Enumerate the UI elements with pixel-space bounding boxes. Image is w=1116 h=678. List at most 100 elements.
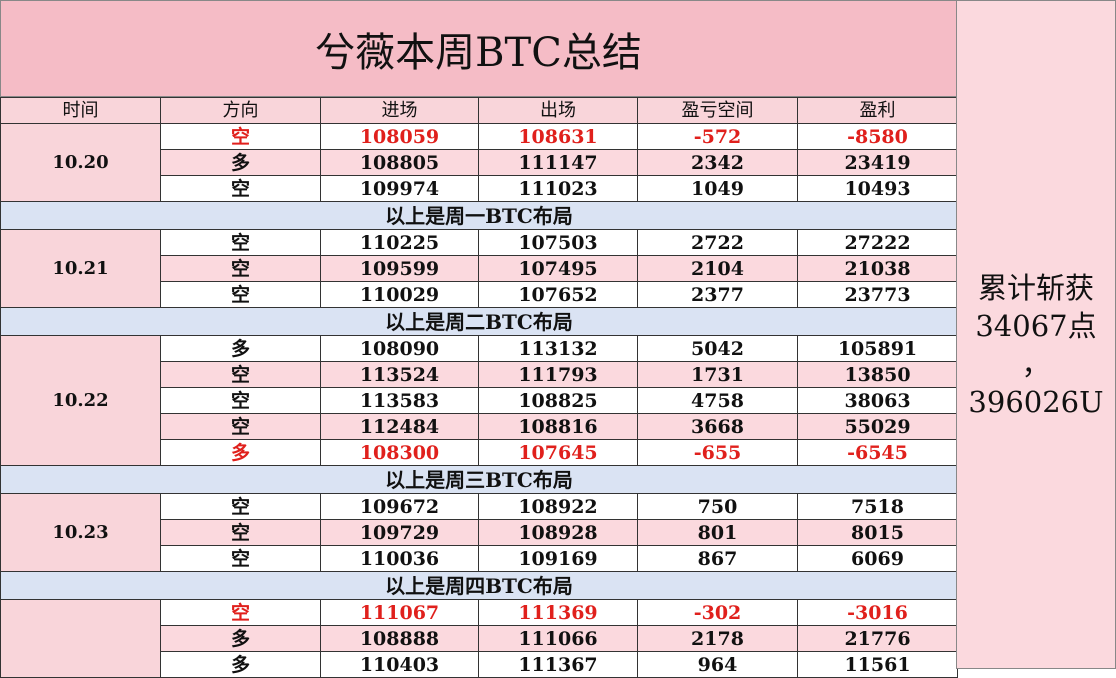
exit-cell: 107495 xyxy=(478,255,638,282)
dir-cell: 空 xyxy=(160,413,321,440)
entry-cell: 110403 xyxy=(320,651,479,678)
space-cell: 2342 xyxy=(637,149,798,176)
summary-cell: 以上是周二BTC布局 xyxy=(0,307,958,336)
column-header: 盈亏空间 xyxy=(637,97,798,124)
exit-cell: 109169 xyxy=(478,545,638,572)
entry-cell: 110036 xyxy=(320,545,479,572)
table-row: 空 109974 111023 1049 10493 xyxy=(1,175,958,202)
entry-cell: 109599 xyxy=(320,255,479,282)
dir-cell: 空 xyxy=(160,175,321,202)
profit-cell: 10493 xyxy=(797,175,958,202)
exit-cell: 111147 xyxy=(478,149,638,176)
space-cell: 867 xyxy=(637,545,798,572)
summary-row: 以上是周三BTC布局 xyxy=(0,465,958,494)
space-cell: 1049 xyxy=(637,175,798,202)
total-comma: ， xyxy=(1021,346,1051,381)
profit-cell: 21038 xyxy=(797,255,958,282)
profit-cell: -8580 xyxy=(797,123,958,150)
summary-cell: 以上是周一BTC布局 xyxy=(0,201,958,230)
table-row: 10.22 多 108090 113132 5042 105891 xyxy=(0,335,958,466)
space-cell: 801 xyxy=(637,519,798,546)
entry-cell: 109672 xyxy=(320,493,479,520)
entry-cell: 108059 xyxy=(320,123,479,150)
profit-cell: 11561 xyxy=(797,651,958,678)
exit-cell: 111066 xyxy=(478,625,638,652)
trade-table: 时间 方向 进场 出场 盈亏空间 盈利 10.20 空 108059 108631 -572 -858… xyxy=(0,97,958,678)
space-cell: 5042 xyxy=(637,335,798,362)
table-row: 空 110029 107652 2377 23773 xyxy=(1,281,958,308)
total-panel: 累计斩获 34067点 ， 396026U xyxy=(956,0,1116,669)
entry-cell: 112484 xyxy=(320,413,479,440)
exit-cell: 108825 xyxy=(478,387,638,414)
space-cell: 3668 xyxy=(637,413,798,440)
dir-cell: 多 xyxy=(160,651,321,678)
profit-cell: 7518 xyxy=(797,493,958,520)
table-row: 空 109729 108928 801 8015 xyxy=(1,519,958,546)
dir-cell: 空 xyxy=(160,361,321,388)
dir-cell: 空 xyxy=(160,281,321,308)
profit-cell: 13850 xyxy=(797,361,958,388)
dir-cell: 空 xyxy=(160,519,321,546)
date-cell: 10.22 xyxy=(0,335,161,466)
column-header: 时间 xyxy=(0,97,161,124)
profit-cell: 6069 xyxy=(797,545,958,572)
sheet-title: 兮薇本周BTC总结 xyxy=(0,0,957,97)
entry-cell: 113524 xyxy=(320,361,479,388)
profit-cell: -3016 xyxy=(797,599,958,626)
date-cell xyxy=(0,599,161,678)
dir-cell: 空 xyxy=(160,545,321,572)
column-header: 进场 xyxy=(320,97,479,124)
summary-sheet: 兮薇本周BTC总结 时间 方向 进场 出场 盈亏空间 盈利 10.20 空 108059 1086… xyxy=(0,0,958,678)
total-points: 34067点 xyxy=(975,308,1097,343)
entry-cell: 108805 xyxy=(320,149,479,176)
space-cell: 964 xyxy=(637,651,798,678)
table-row: 多 108805 111147 2342 23419 xyxy=(1,149,958,176)
summary-cell: 以上是周四BTC布局 xyxy=(0,571,958,600)
dir-cell: 多 xyxy=(160,149,321,176)
exit-cell: 111023 xyxy=(478,175,638,202)
entry-cell: 108888 xyxy=(320,625,479,652)
exit-cell: 108816 xyxy=(478,413,638,440)
table-row: 10.23 空 109672 108922 750 7518 xyxy=(0,493,958,572)
space-cell: 2377 xyxy=(637,281,798,308)
space-cell: 1731 xyxy=(637,361,798,388)
profit-cell: 105891 xyxy=(797,335,958,362)
exit-cell: 107652 xyxy=(478,281,638,308)
profit-cell: -6545 xyxy=(797,439,958,466)
profit-cell: 23773 xyxy=(797,281,958,308)
space-cell: 4758 xyxy=(637,387,798,414)
space-cell: -655 xyxy=(637,439,798,466)
entry-cell: 110029 xyxy=(320,281,479,308)
table-row: 空 113583 108825 4758 38063 xyxy=(1,387,958,414)
exit-cell: 107645 xyxy=(478,439,638,466)
summary-cell: 以上是周三BTC布局 xyxy=(0,465,958,494)
dir-cell: 多 xyxy=(160,335,321,362)
dir-cell: 空 xyxy=(160,255,321,282)
dir-cell: 多 xyxy=(160,439,321,466)
exit-cell: 108922 xyxy=(478,493,638,520)
space-cell: -302 xyxy=(637,599,798,626)
entry-cell: 109729 xyxy=(320,519,479,546)
exit-cell: 111367 xyxy=(478,651,638,678)
exit-cell: 111369 xyxy=(478,599,638,626)
total-label: 累计斩获 xyxy=(977,270,1094,305)
profit-cell: 23419 xyxy=(797,149,958,176)
space-cell: 2104 xyxy=(637,255,798,282)
table-row: 多 108300 107645 -655 -6545 xyxy=(1,439,958,466)
exit-cell: 111793 xyxy=(478,361,638,388)
entry-cell: 111067 xyxy=(320,599,479,626)
column-header: 盈利 xyxy=(797,97,958,124)
date-cell: 10.23 xyxy=(0,493,161,572)
dir-cell: 空 xyxy=(160,493,321,520)
table-row: 空 111067 111369 -302 -3016 xyxy=(0,599,958,678)
profit-cell: 27222 xyxy=(797,229,958,256)
dir-cell: 空 xyxy=(160,387,321,414)
profit-cell: 38063 xyxy=(797,387,958,414)
total-usdt: 396026U xyxy=(968,384,1104,419)
summary-row: 以上是周一BTC布局 xyxy=(0,201,958,230)
table-row: 空 109599 107495 2104 21038 xyxy=(1,255,958,282)
entry-cell: 108090 xyxy=(320,335,479,362)
dir-cell: 多 xyxy=(160,625,321,652)
profit-cell: 8015 xyxy=(797,519,958,546)
table-row: 10.21 空 110225 107503 2722 27222 xyxy=(0,229,958,308)
